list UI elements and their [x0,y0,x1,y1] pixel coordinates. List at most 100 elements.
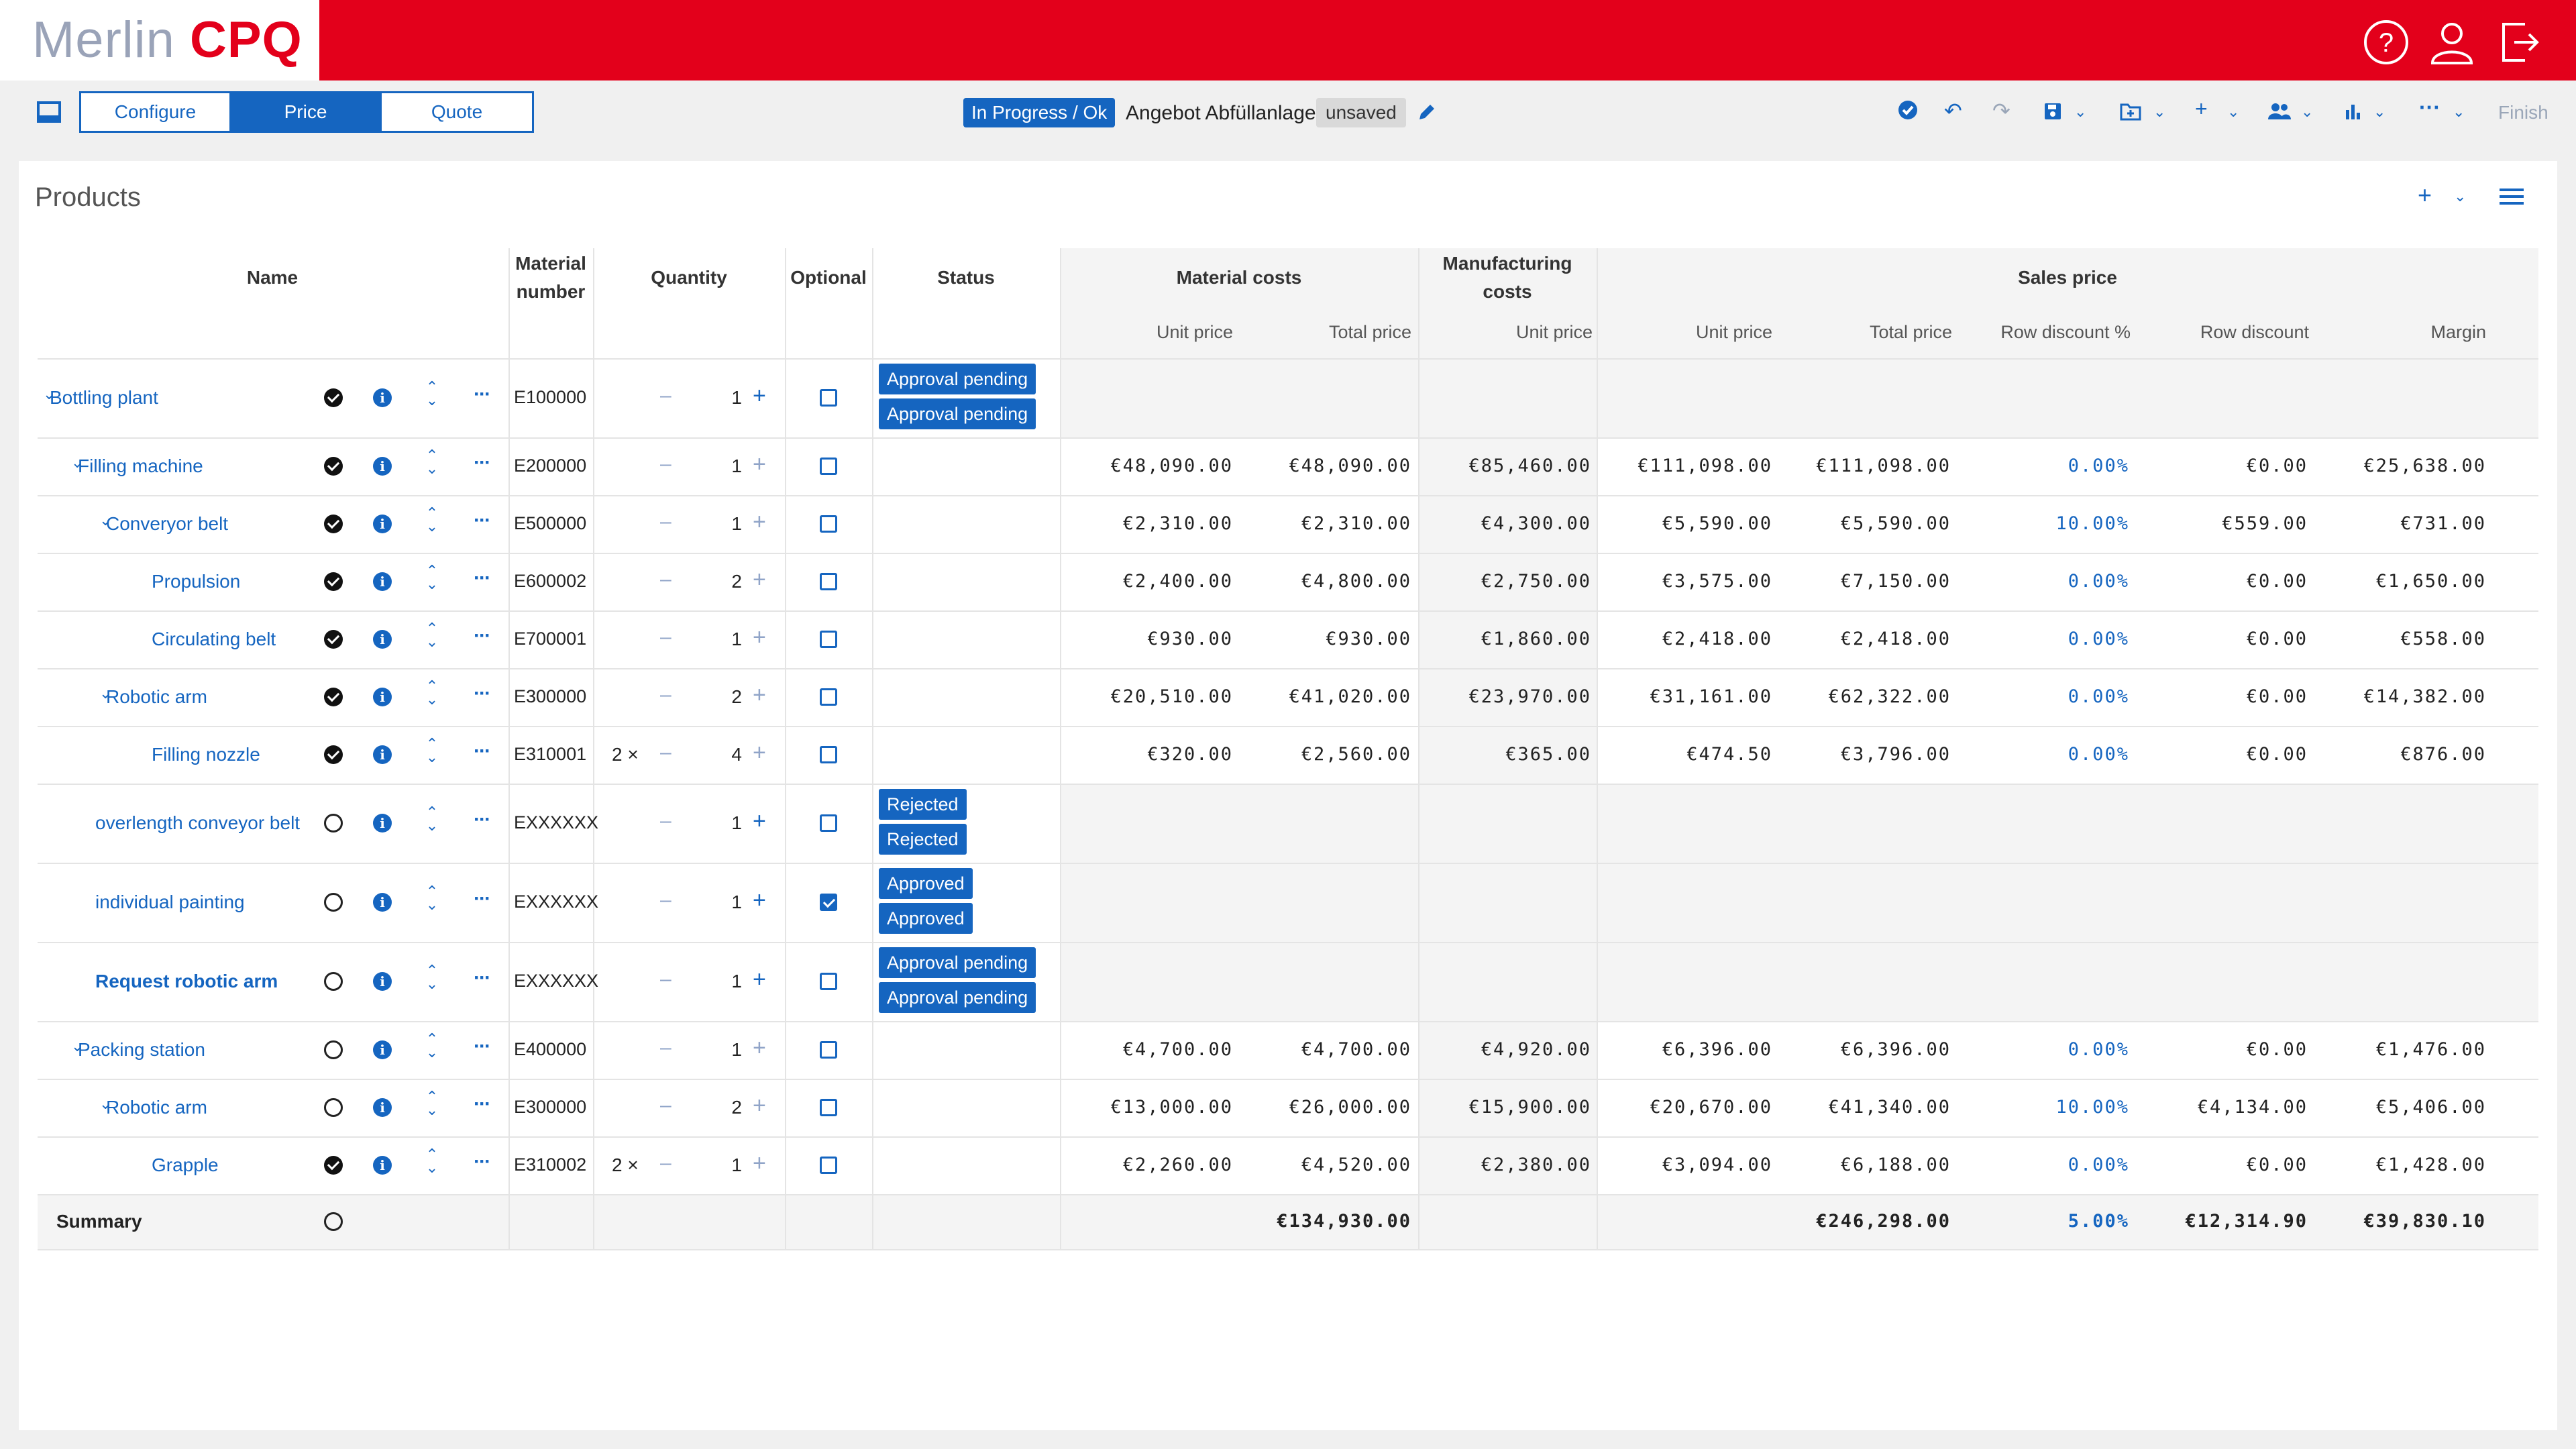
reorder-arrows-icon[interactable]: ⌃ ⌄ [425,447,439,477]
row-discount-pct[interactable]: 0.00% [2068,571,2129,592]
decrement-button[interactable]: – [660,568,672,590]
info-icon[interactable]: i [373,893,392,912]
increment-button[interactable]: + [753,625,766,650]
users-chevron-down-icon[interactable]: ⌄ [2301,103,2314,120]
optional-checkbox[interactable] [820,973,837,990]
chevron-down-icon[interactable]: ⌄ [99,512,112,529]
tab-quote[interactable]: Quote [382,93,532,131]
increment-button[interactable]: + [753,509,766,535]
row-more-icon[interactable]: ··· [474,740,491,762]
info-icon[interactable]: i [373,388,392,407]
info-icon[interactable]: i [373,572,392,591]
reorder-arrows-icon[interactable]: ⌃ ⌄ [425,562,439,592]
quantity-value[interactable]: 1 [731,892,742,912]
quantity-value[interactable]: 1 [731,1155,742,1175]
quantity-value[interactable]: 1 [731,513,742,534]
decrement-button[interactable]: – [660,384,672,407]
product-name[interactable]: overlength conveyor belt [95,812,301,833]
reorder-arrows-icon[interactable]: ⌃ ⌄ [425,804,439,834]
product-name[interactable]: Packing station [78,1039,205,1060]
row-more-icon[interactable]: ··· [474,509,491,531]
info-icon[interactable]: i [373,457,392,476]
info-icon[interactable]: i [373,1156,392,1175]
row-discount-pct[interactable]: 10.00% [2055,513,2129,534]
quantity-value[interactable]: 2 [731,1097,742,1118]
save-icon[interactable] [2043,102,2062,121]
product-name[interactable]: Request robotic arm [95,971,278,991]
chart-chevron-down-icon[interactable]: ⌄ [2373,103,2386,120]
undo-icon[interactable]: ↶ [1944,99,1962,123]
reorder-arrows-icon[interactable]: ⌃ ⌄ [425,504,439,535]
more-icon[interactable]: ··· [2419,95,2440,119]
optional-checkbox[interactable] [820,894,837,911]
decrement-button[interactable]: – [660,968,672,990]
decrement-button[interactable]: – [660,684,672,706]
reorder-arrows-icon[interactable]: ⌃ ⌄ [425,1030,439,1061]
chevron-down-icon[interactable]: ⌄ [71,454,84,471]
row-more-icon[interactable]: ··· [474,625,491,647]
folder-add-icon[interactable] [2120,102,2141,121]
product-name[interactable]: Filling machine [78,455,203,476]
menu-icon[interactable] [2498,186,2525,207]
optional-checkbox[interactable] [820,814,837,832]
add-chevron-down-icon[interactable]: ⌄ [2227,103,2240,120]
optional-checkbox[interactable] [820,458,837,475]
decrement-button[interactable]: – [660,626,672,648]
optional-checkbox[interactable] [820,1099,837,1116]
save-chevron-down-icon[interactable]: ⌄ [2074,103,2087,120]
increment-button[interactable]: + [753,451,766,477]
increment-button[interactable]: + [753,682,766,708]
optional-checkbox[interactable] [820,688,837,706]
quantity-value[interactable]: 1 [731,629,742,649]
increment-button[interactable]: + [753,1093,766,1118]
reorder-arrows-icon[interactable]: ⌃ ⌄ [425,678,439,708]
reorder-arrows-icon[interactable]: ⌃ ⌄ [425,735,439,765]
redo-icon[interactable]: ↷ [1992,99,2010,123]
quantity-value[interactable]: 1 [731,455,742,476]
optional-checkbox[interactable] [820,631,837,648]
optional-checkbox[interactable] [820,389,837,407]
increment-button[interactable]: + [753,967,766,992]
tab-configure[interactable]: Configure [81,93,231,131]
user-icon[interactable] [2428,19,2475,66]
logout-icon[interactable] [2496,19,2542,66]
optional-checkbox[interactable] [820,1041,837,1059]
product-name[interactable]: Grapple [152,1155,219,1175]
row-discount-pct[interactable]: 0.00% [2068,455,2129,476]
decrement-button[interactable]: – [660,511,672,533]
info-icon[interactable]: i [373,745,392,764]
decrement-button[interactable]: – [660,810,672,832]
info-icon[interactable]: i [373,630,392,649]
product-name[interactable]: Robotic arm [106,1097,207,1118]
optional-checkbox[interactable] [820,1157,837,1174]
increment-button[interactable]: + [753,1035,766,1061]
increment-button[interactable]: + [753,740,766,765]
panel-toggle-icon[interactable] [36,101,62,126]
validate-icon[interactable] [1897,99,1919,121]
decrement-button[interactable]: – [660,1152,672,1174]
reorder-arrows-icon[interactable]: ⌃ ⌄ [425,620,439,650]
quantity-value[interactable]: 1 [731,971,742,991]
row-more-icon[interactable]: ··· [474,808,491,830]
chevron-down-icon[interactable]: ⌄ [71,1038,84,1055]
reorder-arrows-icon[interactable]: ⌃ ⌄ [425,1088,439,1118]
quantity-value[interactable]: 2 [731,686,742,707]
row-more-icon[interactable]: ··· [474,967,491,989]
add-product-icon[interactable]: + [2418,181,2432,209]
info-icon[interactable]: i [373,814,392,833]
add-product-chevron-down-icon[interactable]: ⌄ [2454,188,2467,205]
decrement-button[interactable]: – [660,1036,672,1059]
product-name[interactable]: Bottling plant [50,387,158,408]
row-more-icon[interactable]: ··· [474,1150,491,1173]
decrement-button[interactable]: – [660,741,672,763]
row-discount-pct[interactable]: 0.00% [2068,744,2129,765]
row-more-icon[interactable]: ··· [474,888,491,910]
product-name[interactable]: Converyor belt [106,513,229,534]
info-icon[interactable]: i [373,972,392,991]
increment-button[interactable]: + [753,808,766,834]
info-icon[interactable]: i [373,688,392,706]
increment-button[interactable]: + [753,1150,766,1176]
product-name[interactable]: Propulsion [152,571,241,592]
row-discount-pct[interactable]: 0.00% [2068,686,2129,707]
increment-button[interactable]: + [753,567,766,592]
